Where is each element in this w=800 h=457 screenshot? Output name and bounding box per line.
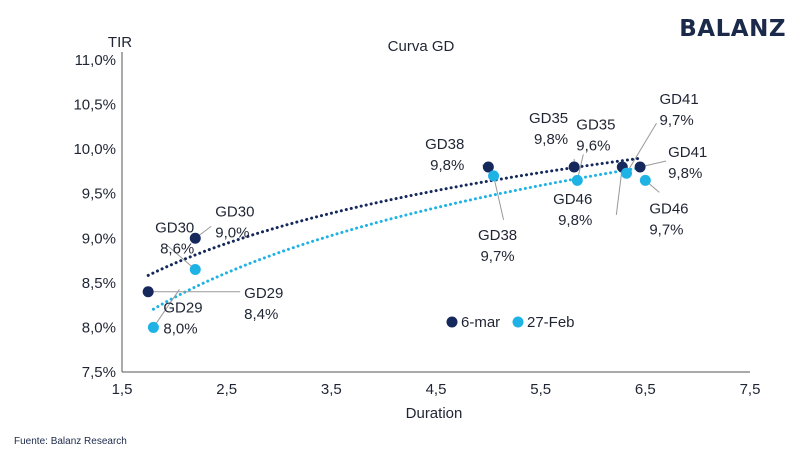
x-axis-label: Duration <box>406 405 463 422</box>
point-27-feb-gd30 <box>189 263 201 275</box>
trendline-27-feb <box>151 165 647 311</box>
leader-line <box>152 289 180 328</box>
data-label-gd38: GD38 9,7% <box>478 227 517 265</box>
x-tick-label: 2,5 <box>216 381 237 398</box>
y-tick-label: 8,5% <box>82 275 116 292</box>
trendline-6-mar <box>146 156 642 277</box>
data-label-gd29: GD29 8,4% <box>244 285 283 323</box>
y-tick-label: 11,0% <box>75 52 116 69</box>
data-label-gd29: GD29 8,0% <box>163 299 202 337</box>
point-6-mar-gd30 <box>189 232 201 244</box>
legend-marker-27-feb <box>512 316 524 328</box>
data-label-gd41: GD41 9,8% <box>668 144 707 182</box>
y-tick-label: 9,5% <box>82 186 116 203</box>
legend-label-6-mar: 6-mar <box>461 314 500 331</box>
legend-marker-6-mar <box>446 316 458 328</box>
leader-line <box>626 122 657 174</box>
point-6-mar-gd38 <box>482 161 494 173</box>
x-tick-label: 3,5 <box>321 381 342 398</box>
legend-label-27-feb: 27-Feb <box>527 314 575 331</box>
x-tick-label: 4,5 <box>426 381 447 398</box>
data-label-gd35: GD35 9,8% <box>529 110 568 148</box>
data-label-gd30: GD30 8,6% <box>155 219 194 257</box>
y-tick-label: 7,5% <box>82 364 116 381</box>
y-tick-label: 10,5% <box>73 97 116 114</box>
point-27-feb-gd38 <box>488 170 500 182</box>
point-27-feb-gd41 <box>620 167 632 179</box>
x-tick-label: 6,5 <box>635 381 656 398</box>
x-tick-label: 7,5 <box>740 381 761 398</box>
x-tick-label: 1,5 <box>112 381 133 398</box>
point-27-feb-gd46 <box>639 174 651 186</box>
leader-line <box>493 175 505 220</box>
data-label-gd38: GD38 9,8% <box>425 136 464 174</box>
brand-logo: BALANZ <box>679 16 786 42</box>
point-27-feb-gd29 <box>147 321 159 333</box>
leader-line <box>166 245 196 270</box>
point-6-mar-gd35 <box>568 161 580 173</box>
data-label-gd46: GD46 9,7% <box>649 200 688 238</box>
data-label-gd41: GD41 9,7% <box>659 91 698 129</box>
point-27-feb-gd35 <box>571 174 583 186</box>
y-axis-label: TIR <box>108 34 132 51</box>
point-6-mar-gd41 <box>634 161 646 173</box>
source-note: Fuente: Balanz Research <box>14 436 127 447</box>
point-6-mar-gd29 <box>142 286 154 298</box>
chart-title: Curva GD <box>388 38 455 55</box>
x-tick-label: 5,5 <box>530 381 551 398</box>
data-label-gd46: GD46 9,8% <box>553 191 592 229</box>
y-tick-label: 9,0% <box>82 230 116 247</box>
y-tick-label: 8,0% <box>82 319 116 336</box>
y-tick-label: 10,0% <box>73 141 116 158</box>
data-label-gd35: GD35 9,6% <box>576 116 615 154</box>
data-label-gd30: GD30 9,0% <box>215 203 254 241</box>
